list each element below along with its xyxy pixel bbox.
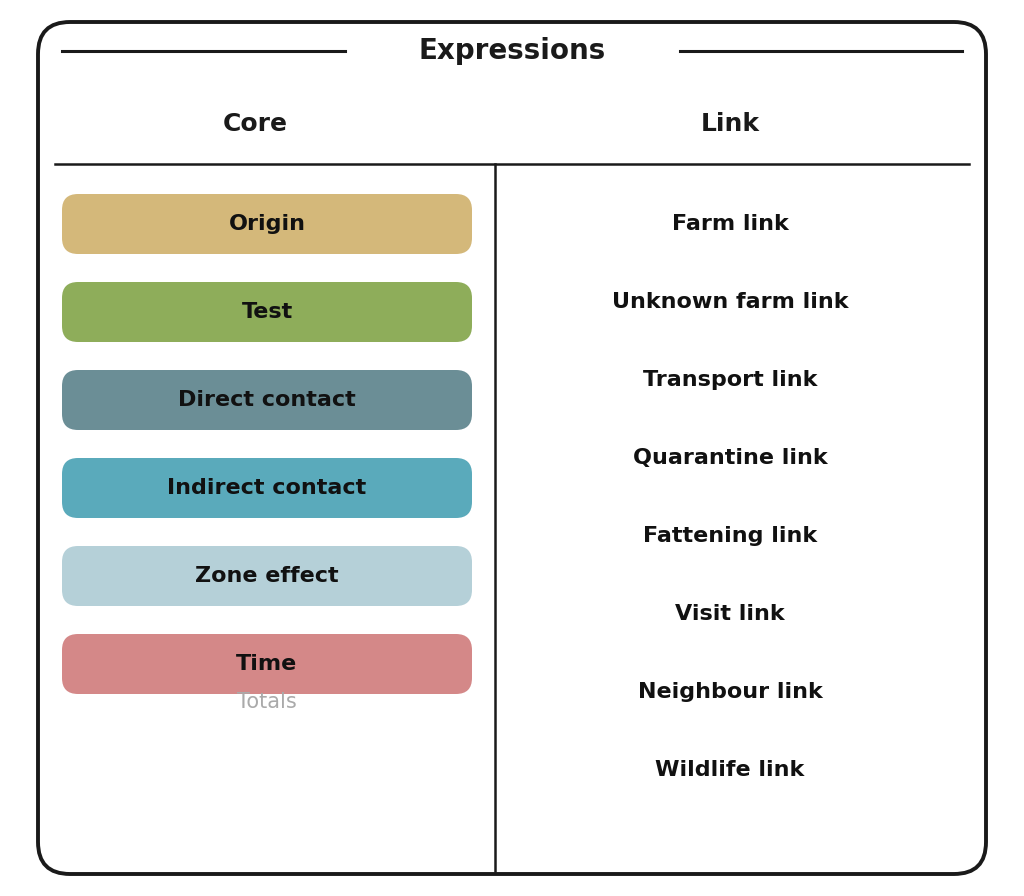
FancyBboxPatch shape	[62, 546, 472, 606]
Text: Totals: Totals	[238, 692, 297, 712]
Text: Test: Test	[242, 302, 293, 322]
Text: Link: Link	[700, 112, 760, 136]
FancyBboxPatch shape	[62, 634, 472, 694]
Text: Neighbour link: Neighbour link	[638, 682, 822, 702]
Text: Direct contact: Direct contact	[178, 390, 356, 410]
Text: Quarantine link: Quarantine link	[633, 448, 827, 468]
Text: Visit link: Visit link	[675, 604, 784, 624]
Text: Origin: Origin	[228, 214, 305, 234]
Text: Farm link: Farm link	[672, 214, 788, 234]
FancyBboxPatch shape	[62, 194, 472, 254]
Text: Zone effect: Zone effect	[196, 566, 339, 586]
FancyBboxPatch shape	[62, 370, 472, 430]
Text: Unknown farm link: Unknown farm link	[611, 292, 848, 312]
Text: Fattening link: Fattening link	[643, 526, 817, 546]
Text: Core: Core	[222, 112, 288, 136]
Text: Wildlife link: Wildlife link	[655, 760, 805, 780]
Text: Expressions: Expressions	[419, 37, 605, 65]
Text: Time: Time	[237, 654, 298, 674]
FancyBboxPatch shape	[62, 282, 472, 342]
FancyBboxPatch shape	[62, 458, 472, 518]
Text: Transport link: Transport link	[643, 370, 817, 390]
Text: Indirect contact: Indirect contact	[167, 478, 367, 498]
FancyBboxPatch shape	[38, 22, 986, 874]
